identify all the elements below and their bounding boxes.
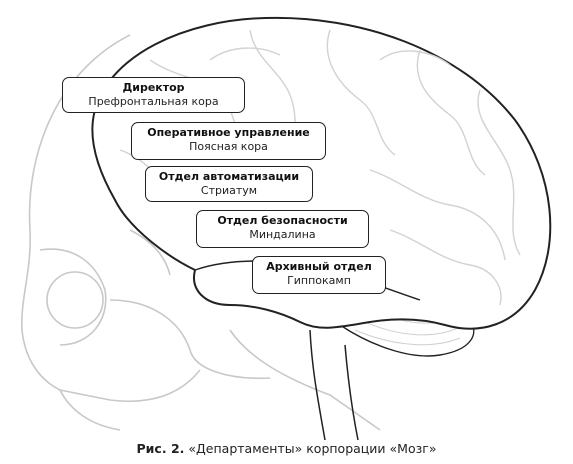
label-director: Директор Префронтальная кора: [62, 77, 245, 113]
figure-caption-prefix: Рис. 2.: [136, 441, 185, 456]
label-automation-department-subtitle: Стриатум: [200, 183, 258, 197]
skull-outline: [20, 34, 381, 431]
label-security-department-title: Отдел безопасности: [217, 214, 348, 227]
label-automation-department-title: Отдел автоматизации: [158, 170, 300, 183]
figure-caption: Рис. 2. «Департаменты» корпорации «Мозг»: [0, 441, 573, 456]
label-archive-department: Архивный отдел Гиппокамп: [252, 256, 386, 294]
label-security-department-subtitle: Миндалина: [249, 227, 316, 241]
label-director-title: Директор: [122, 81, 185, 94]
figure-caption-text: «Департаменты» корпорации «Мозг»: [184, 441, 437, 456]
label-director-subtitle: Префронтальная кора: [88, 94, 219, 108]
label-automation-department: Отдел автоматизации Стриатум: [145, 166, 313, 202]
label-operative-management-subtitle: Поясная кора: [189, 139, 268, 153]
brain-stem: [309, 329, 359, 441]
label-archive-department-title: Архивный отдел: [266, 260, 372, 273]
label-operative-management-title: Оперативное управление: [147, 126, 310, 139]
label-security-department: Отдел безопасности Миндалина: [196, 210, 369, 248]
label-operative-management: Оперативное управление Поясная кора: [131, 122, 326, 160]
label-archive-department-subtitle: Гиппокамп: [287, 273, 351, 287]
